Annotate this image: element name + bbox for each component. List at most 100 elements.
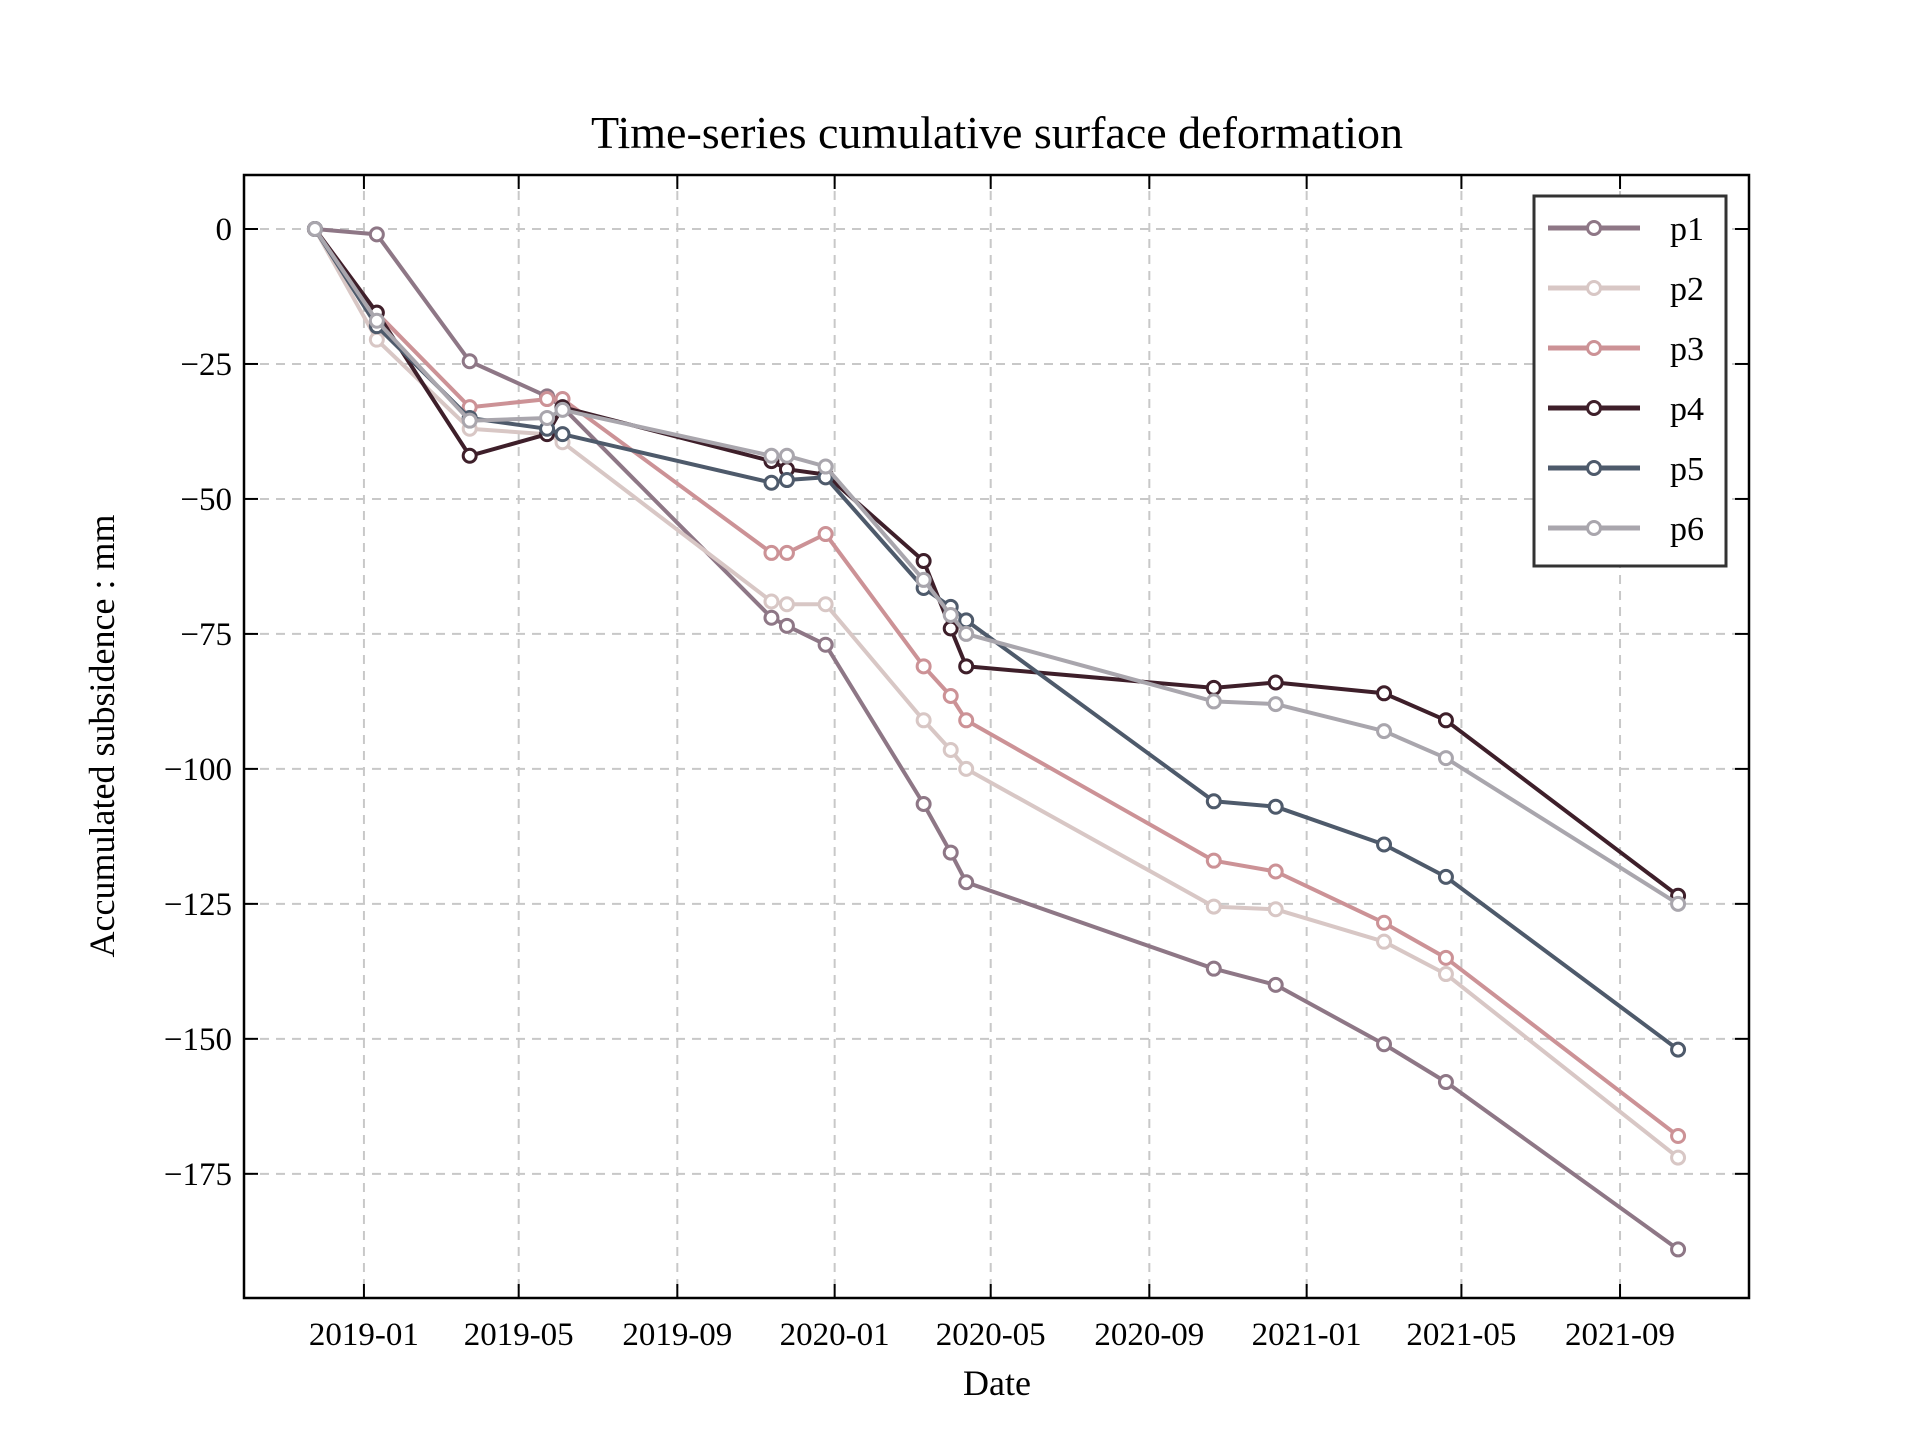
legend-swatch-marker	[1586, 220, 1602, 236]
legend-item-p5: p5	[1548, 451, 1704, 488]
series-layer	[306, 220, 1687, 1258]
data-point-p4	[1205, 679, 1222, 696]
data-point-p6	[461, 412, 478, 429]
data-point-p2	[778, 596, 795, 613]
data-point-p2	[1670, 1149, 1687, 1166]
legend-swatch-marker	[1586, 340, 1602, 356]
data-point-p2	[1205, 898, 1222, 915]
series-p5	[306, 220, 1687, 1058]
data-point-p6	[1437, 750, 1454, 767]
data-point-p6	[1205, 693, 1222, 710]
data-point-p3	[1670, 1128, 1687, 1145]
data-point-p6	[1376, 723, 1393, 740]
data-point-p6	[778, 447, 795, 464]
data-point-p1	[817, 636, 834, 653]
data-point-p1	[763, 609, 780, 626]
legend-label: p6	[1670, 511, 1704, 548]
series-line-p4	[313, 227, 1680, 898]
data-point-p1	[1267, 976, 1284, 993]
x-tick-label: 2019-09	[622, 1317, 732, 1353]
data-point-p3	[763, 544, 780, 561]
data-point-p2	[1376, 933, 1393, 950]
data-point-p2	[942, 741, 959, 758]
legend-swatch-marker	[1586, 460, 1602, 476]
data-point-p3	[1376, 914, 1393, 931]
y-tick-label: −75	[180, 617, 232, 653]
data-point-p6	[817, 458, 834, 475]
legend-item-p1: p1	[1548, 211, 1704, 248]
legend-swatch-marker	[1586, 280, 1602, 296]
data-point-p6	[915, 571, 932, 588]
y-tick-label: −100	[164, 752, 232, 788]
data-point-p1	[1376, 1036, 1393, 1053]
y-axis-label: Accumulated subsidence : mm	[82, 515, 122, 958]
legend: p1 p2 p3 p4 p5 p6	[1532, 194, 1728, 568]
data-point-p4	[1376, 685, 1393, 702]
x-axis-label: Date	[963, 1363, 1031, 1403]
x-tick-label: 2021-09	[1565, 1317, 1675, 1353]
x-tick-label: 2020-09	[1094, 1317, 1204, 1353]
y-tick-label: −150	[164, 1022, 232, 1058]
legend-item-p3: p3	[1548, 331, 1704, 368]
data-point-p1	[915, 795, 932, 812]
data-point-p6	[958, 625, 975, 642]
data-point-p4	[461, 447, 478, 464]
series-line-p5	[313, 227, 1680, 1052]
data-point-p4	[958, 658, 975, 675]
data-point-p5	[1205, 793, 1222, 810]
data-point-p1	[778, 617, 795, 634]
legend-label: p3	[1670, 331, 1704, 368]
data-point-p4	[915, 553, 932, 570]
data-point-p5	[1437, 868, 1454, 885]
data-point-p6	[1670, 895, 1687, 912]
x-tick-label: 2019-01	[309, 1317, 419, 1353]
data-point-p1	[1670, 1241, 1687, 1258]
x-tick-label: 2021-05	[1406, 1317, 1516, 1353]
data-point-p6	[368, 312, 385, 329]
x-tick-label: 2020-05	[936, 1317, 1046, 1353]
plot-frame	[242, 173, 1751, 1300]
data-point-p2	[1437, 966, 1454, 983]
data-point-p5	[958, 612, 975, 629]
data-point-p1	[1205, 960, 1222, 977]
y-tick-label: −50	[180, 482, 232, 518]
data-point-p3	[958, 712, 975, 729]
series-line-p2	[313, 228, 1680, 1160]
y-tick-label: −25	[180, 347, 232, 383]
data-point-p3	[915, 658, 932, 675]
data-point-p2	[915, 712, 932, 729]
legend-item-p6: p6	[1548, 511, 1704, 548]
data-point-p2	[1267, 901, 1284, 918]
y-tick-label: 0	[216, 212, 233, 248]
series-p3	[306, 220, 1687, 1145]
series-p2	[306, 220, 1687, 1166]
data-point-p2	[368, 331, 385, 348]
data-point-p2	[958, 760, 975, 777]
data-point-p5	[778, 472, 795, 489]
data-point-p5	[1267, 798, 1284, 815]
series-p6	[306, 220, 1687, 912]
x-tick-label: 2019-05	[464, 1317, 574, 1353]
series-line-p6	[313, 227, 1680, 906]
data-point-p1	[958, 874, 975, 891]
data-point-p3	[539, 391, 556, 408]
legend-label: p2	[1670, 271, 1704, 308]
legend-box	[1532, 194, 1728, 568]
data-point-p5	[1376, 836, 1393, 853]
y-tick-label: −125	[164, 887, 232, 923]
data-point-p3	[1437, 949, 1454, 966]
x-tick-label: 2021-01	[1252, 1317, 1362, 1353]
data-point-p6	[554, 401, 571, 418]
data-point-p6	[539, 409, 556, 426]
series-line-p1	[314, 227, 1680, 1252]
data-point-p6	[942, 607, 959, 624]
series-p4	[306, 220, 1687, 904]
data-point-p3	[817, 526, 834, 543]
axis-ticks: 2019-01 2019-05 2019-09 2020-01 2020-05 2020-…	[164, 175, 1749, 1353]
legend-label: p1	[1670, 211, 1704, 248]
data-point-p4	[942, 620, 959, 637]
data-point-p3	[1267, 863, 1284, 880]
x-tick-label: 2020-01	[780, 1317, 890, 1353]
legend-item-p2: p2	[1548, 271, 1704, 308]
